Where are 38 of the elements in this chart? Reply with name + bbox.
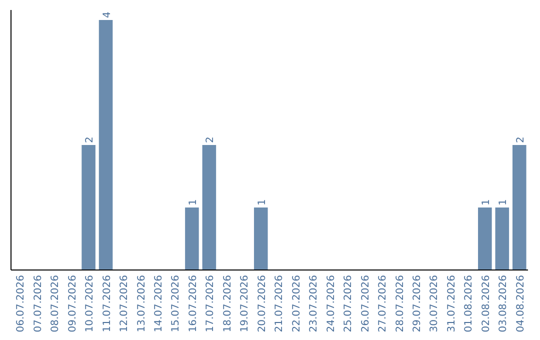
data-label: 2	[515, 136, 526, 143]
x-tick-label: 25.07.2026	[343, 275, 354, 332]
x-tick-label: 13.07.2026	[136, 275, 148, 332]
x-tick-label: 24.07.2026	[326, 275, 337, 332]
x-tick-label: 17.07.2026	[205, 275, 216, 332]
x-tick-label: 03.08.2026	[498, 275, 510, 332]
x-tick-label: 18.07.2026	[222, 275, 234, 332]
x-tick-label: 07.07.2026	[32, 275, 44, 332]
x-tick-label: 22.07.2026	[291, 275, 302, 332]
x-tick-label: 23.07.2026	[308, 275, 320, 332]
data-label: 1	[498, 199, 510, 206]
x-tick-label: 11.07.2026	[102, 275, 113, 332]
data-label: 2	[84, 136, 96, 143]
x-tick-label: 01.08.2026	[464, 275, 475, 332]
x-tick-label: 14.07.2026	[153, 275, 164, 332]
data-label: 4	[102, 12, 113, 18]
x-tick-label: 15.07.2026	[170, 275, 182, 332]
data-label: 1	[256, 199, 268, 206]
x-tick-label: 08.07.2026	[50, 275, 62, 332]
x-tick-label: 10.07.2026	[84, 275, 96, 332]
x-tick-label: 09.07.2026	[67, 275, 78, 332]
x-tick-label: 20.07.2026	[256, 275, 268, 332]
x-tick-label: 29.07.2026	[412, 275, 423, 332]
x-tick-label: 30.07.2026	[429, 275, 440, 332]
data-label: 2	[205, 136, 216, 143]
x-tick-label: 27.07.2026	[378, 275, 389, 332]
x-tick-label: 04.08.2026	[515, 275, 526, 332]
x-tick-label: 28.07.2026	[394, 275, 406, 332]
x-tick-label: 19.07.2026	[240, 275, 251, 332]
data-label: 1	[188, 199, 199, 206]
x-tick-label: 21.07.2026	[274, 275, 286, 332]
x-tick-label: 16.07.2026	[188, 275, 199, 332]
x-tick-label: 06.07.2026	[16, 275, 27, 332]
x-tick-label: 31.07.2026	[446, 275, 458, 332]
x-tick-label: 26.07.2026	[360, 275, 372, 332]
data-label: 1	[480, 199, 492, 206]
x-tick-label: 12.07.2026	[119, 275, 130, 332]
x-tick-label: 02.08.2026	[480, 275, 492, 332]
